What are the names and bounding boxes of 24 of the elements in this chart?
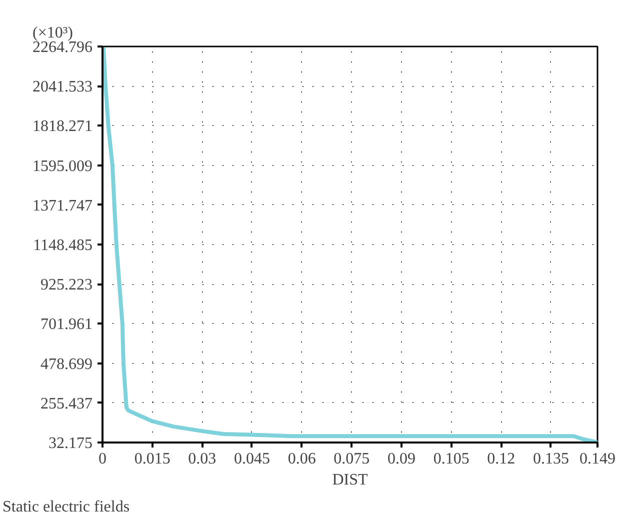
text: Static electric fields	[2, 498, 130, 516]
x-tick-label: 0.12	[487, 450, 516, 468]
y-tick-label: 1371.747	[32, 197, 92, 214]
x-tick-label: 0	[98, 450, 106, 468]
y-tick-label: 478.699	[40, 356, 92, 373]
y-tick-label: 32.175	[48, 435, 92, 452]
y-tick-label: 1818.271	[32, 118, 92, 136]
x-tick-label: 0.135	[532, 450, 569, 468]
y-axis-title: (×10³)	[32, 24, 73, 42]
y-tick-label: 925.223	[40, 276, 92, 294]
y-tick-label: 1148.485	[33, 237, 92, 254]
x-tick-label: 0.075	[334, 450, 370, 468]
x-tick-label: 0.09	[387, 450, 416, 468]
y-tick-label: 2041.533	[32, 78, 92, 96]
x-tick-label: 0.03	[188, 450, 216, 468]
x-tick-label: 0.06	[288, 450, 316, 468]
x-tick-label: 0.015	[134, 450, 170, 468]
y-tick-label: 255.437	[40, 395, 92, 412]
x-tick-label: 0.045	[234, 450, 270, 468]
x-axis-title: DIST	[332, 472, 368, 488]
x-tick-label: 0.105	[433, 450, 470, 468]
y-tick-label: 701.961	[40, 316, 92, 334]
x-tick-label: 0.149	[580, 450, 616, 468]
y-tick-label: 1595.009	[32, 158, 92, 175]
